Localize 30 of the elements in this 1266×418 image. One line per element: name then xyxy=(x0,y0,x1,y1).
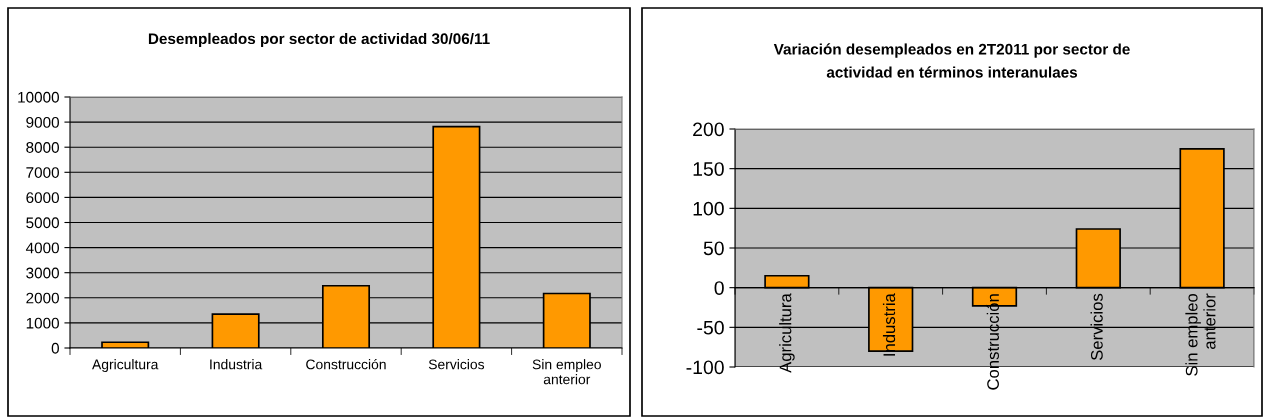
x-tick-label: Sin empleo anterior xyxy=(532,359,601,385)
x-tick-label: Construcción xyxy=(986,294,999,390)
y-tick-label: 0 xyxy=(51,342,59,354)
y-tick-label: 3000 xyxy=(26,267,59,279)
x-tick-label: Servicios xyxy=(428,359,485,370)
chart-title: Variación desempleados en 2T2011 por sector de actividad en términos interanulaes xyxy=(773,43,1130,78)
y-tick-label: 5000 xyxy=(26,217,59,229)
y-tick-label: 200 xyxy=(693,122,724,137)
y-tick-label: 50 xyxy=(703,241,724,256)
y-tick-label: 7000 xyxy=(26,167,59,178)
y-tick-label: 150 xyxy=(693,162,724,176)
x-tick-label: Construcción xyxy=(306,358,386,370)
x-tick-label: Industria xyxy=(882,293,896,356)
y-tick-label: 2000 xyxy=(26,292,59,304)
x-tick-label: Sin empleo anterior xyxy=(1185,293,1216,376)
y-tick-label: 10000 xyxy=(18,91,59,103)
y-tick-label: 6000 xyxy=(26,192,59,204)
chart-title: Desempleados por sector de actividad 30/06/11 xyxy=(148,32,490,48)
y-tick-label: 8000 xyxy=(26,142,59,153)
y-tick-label: -100 xyxy=(686,360,724,375)
x-tick-label: Industria xyxy=(210,359,263,370)
y-tick-label: 100 xyxy=(693,201,724,216)
y-tick-label: 0 xyxy=(714,281,724,295)
y-tick-label: 4000 xyxy=(25,242,59,254)
y-tick-label: 1000 xyxy=(26,317,59,329)
x-tick-label: Agricultura xyxy=(779,293,795,373)
y-tick-label: 9000 xyxy=(26,116,59,128)
x-tick-label: Servicios xyxy=(1090,293,1103,361)
y-tick-label: -50 xyxy=(697,320,724,335)
x-tick-label: Agricultura xyxy=(92,359,159,373)
